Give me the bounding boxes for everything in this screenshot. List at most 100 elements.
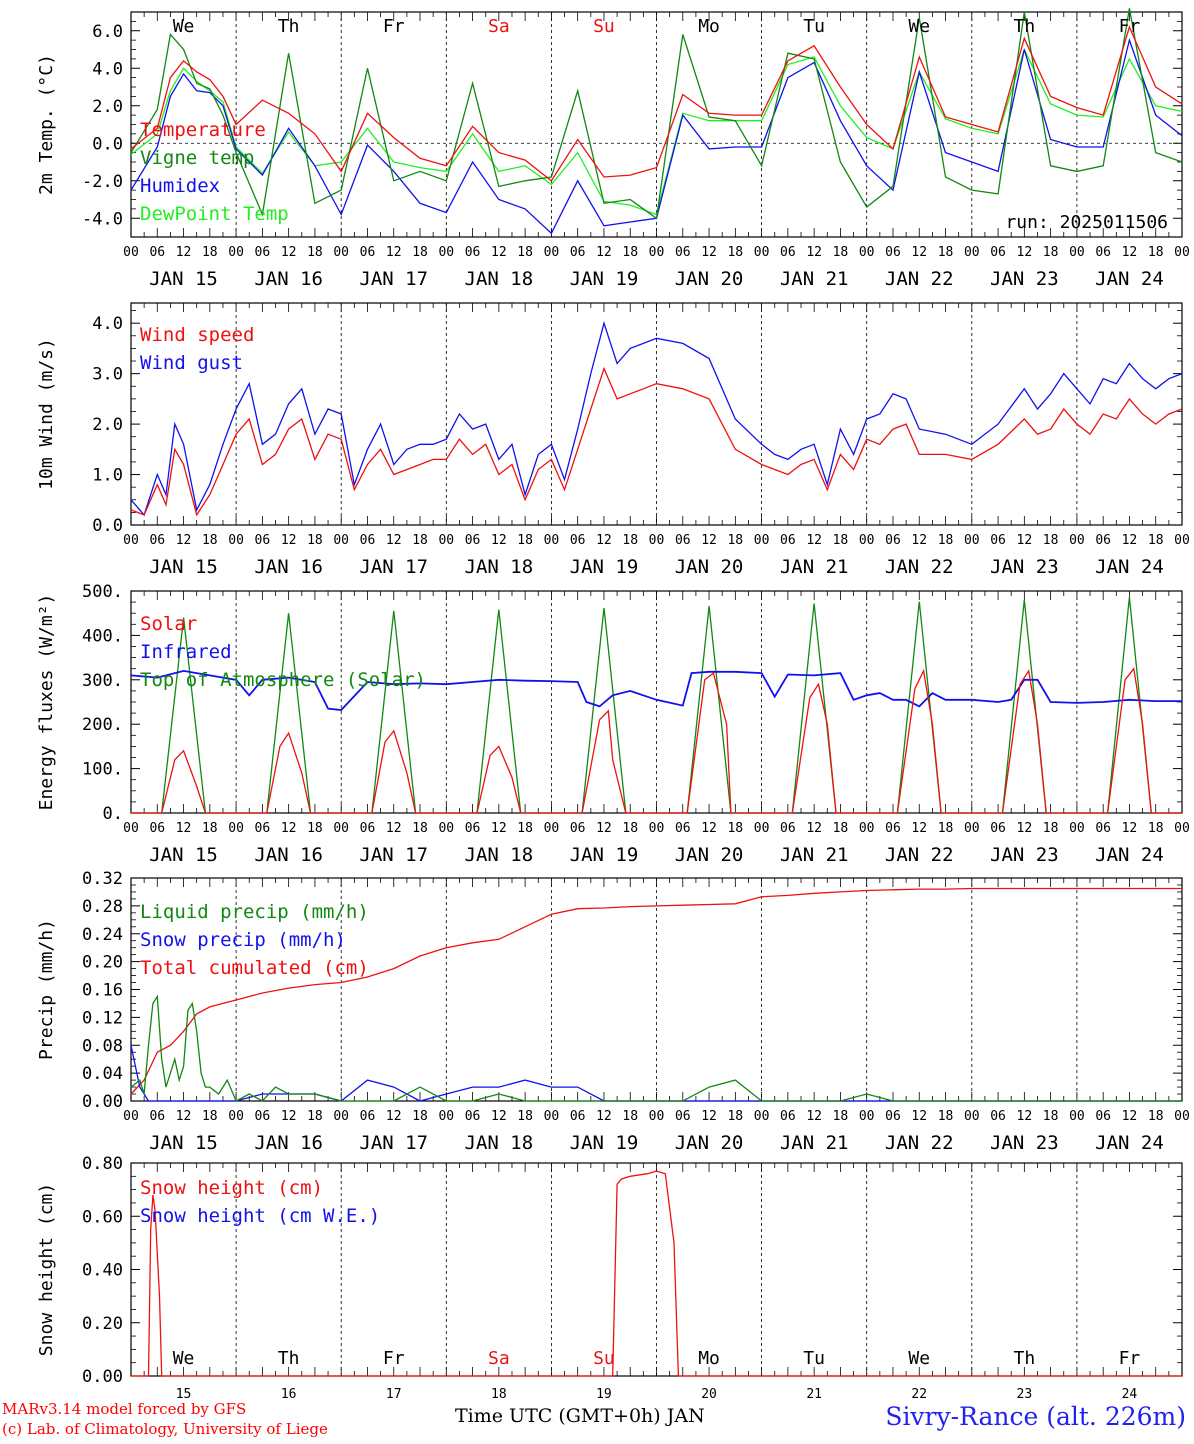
y-tick-label: 2.0 xyxy=(92,97,123,117)
hour-tick-label: 06 xyxy=(780,245,796,260)
legend-entry: Wind speed xyxy=(140,324,254,346)
run-label: run: 2025011506 xyxy=(1005,212,1168,233)
day-label: JAN 17 xyxy=(359,844,428,866)
weekday-label: We xyxy=(908,1348,930,1369)
series-line-humidex xyxy=(130,37,1183,235)
y-tick-label: 4.0 xyxy=(92,59,123,79)
day-label: JAN 16 xyxy=(254,1132,323,1154)
panel-1: -4.0 -2.0 0.0 2.0 4.0 6.0 2m Temp. (°C) Tempera… xyxy=(36,8,1190,290)
weekday-label: Fr xyxy=(1119,16,1141,37)
hour-tick-label: 12 xyxy=(806,1109,822,1124)
hour-tick-label: 12 xyxy=(911,533,927,548)
y-tick-label: 3.0 xyxy=(92,365,123,385)
y-tick-label: 0.16 xyxy=(82,981,123,1001)
hour-tick-label: 18 xyxy=(202,245,218,260)
hour-tick-label: 00 xyxy=(859,1109,875,1124)
hour-tick-label: 00 xyxy=(1174,245,1190,260)
hour-tick-label: 12 xyxy=(1017,821,1033,836)
hour-tick-label: 18 xyxy=(622,821,638,836)
hour-tick-label: 12 xyxy=(281,245,297,260)
hour-tick-label: 00 xyxy=(333,245,349,260)
hour-tick-label: 00 xyxy=(649,533,665,548)
weekday-label: Fr xyxy=(383,1348,405,1369)
weekday-label: Th xyxy=(1014,1348,1036,1369)
weekday-label: We xyxy=(173,1348,195,1369)
hour-tick-label: 06 xyxy=(149,533,165,548)
panel-5: 0.00 0.20 0.40 0.60 0.80 Snow height (cm) Snow… xyxy=(36,1154,1183,1402)
y-tick-label: 1.0 xyxy=(92,466,123,486)
day-label: JAN 21 xyxy=(780,268,849,290)
hour-tick-label: 18 xyxy=(517,245,533,260)
hour-tick-label: 00 xyxy=(438,533,454,548)
y-tick-label: 0.60 xyxy=(82,1207,123,1227)
legend-entry: Humidex xyxy=(140,175,220,197)
day-number-label: 20 xyxy=(701,1387,717,1402)
y-tick-label: 0. xyxy=(103,804,123,824)
day-label: JAN 19 xyxy=(570,1132,639,1154)
y-axis-title: Precip (mm/h) xyxy=(36,919,57,1060)
hour-tick-label: 18 xyxy=(1043,245,1059,260)
day-label: JAN 16 xyxy=(254,268,323,290)
legend-entry: Snow precip (mm/h) xyxy=(140,929,346,951)
day-number-label: 17 xyxy=(386,1387,402,1402)
hour-tick-label: 06 xyxy=(465,1109,481,1124)
hour-tick-label: 18 xyxy=(622,1109,638,1124)
hour-tick-label: 18 xyxy=(412,821,428,836)
hour-tick-label: 12 xyxy=(491,1109,507,1124)
y-tick-label: 0.04 xyxy=(82,1064,123,1084)
legend-entry: Wind gust xyxy=(140,352,243,374)
day-label: JAN 16 xyxy=(254,844,323,866)
hour-tick-label: 12 xyxy=(701,245,717,260)
legend-entry: Liquid precip (mm/h) xyxy=(140,901,369,923)
hour-tick-label: 18 xyxy=(517,821,533,836)
hour-tick-label: 00 xyxy=(964,245,980,260)
hour-tick-label: 06 xyxy=(885,533,901,548)
y-tick-label: 0.24 xyxy=(82,925,123,945)
day-label: JAN 21 xyxy=(780,1132,849,1154)
hour-tick-label: 06 xyxy=(570,821,586,836)
y-tick-label: 6.0 xyxy=(92,22,123,42)
day-label: JAN 20 xyxy=(675,844,744,866)
legend-entry: Total cumulated (cm) xyxy=(140,957,369,979)
hour-tick-label: 12 xyxy=(596,245,612,260)
hour-tick-label: 12 xyxy=(1122,245,1138,260)
hour-tick-label: 00 xyxy=(123,533,139,548)
hour-tick-label: 00 xyxy=(1069,1109,1085,1124)
series-line-dewpoint-temp xyxy=(130,47,1183,216)
weekday-label: Su xyxy=(593,16,615,37)
hour-tick-label: 18 xyxy=(202,533,218,548)
day-label: JAN 18 xyxy=(465,844,534,866)
hour-tick-label: 12 xyxy=(911,821,927,836)
day-label: JAN 15 xyxy=(149,556,218,578)
hour-tick-label: 06 xyxy=(570,533,586,548)
hour-tick-label: 18 xyxy=(202,1109,218,1124)
hour-tick-label: 06 xyxy=(360,1109,376,1124)
hour-tick-label: 12 xyxy=(176,245,192,260)
series-line-infrared xyxy=(130,669,1182,711)
y-tick-label: 300. xyxy=(82,671,123,691)
hour-tick-label: 00 xyxy=(754,1109,770,1124)
day-label: JAN 24 xyxy=(1095,844,1164,866)
hour-tick-label: 18 xyxy=(833,533,849,548)
hour-tick-label: 06 xyxy=(885,245,901,260)
hour-tick-label: 00 xyxy=(123,821,139,836)
series-line-wind-speed xyxy=(130,366,1183,517)
hour-tick-label: 12 xyxy=(806,533,822,548)
day-number-label: 18 xyxy=(491,1387,507,1402)
hour-tick-label: 18 xyxy=(307,245,323,260)
day-label: JAN 15 xyxy=(149,1132,218,1154)
hour-tick-label: 12 xyxy=(1017,1109,1033,1124)
day-label: JAN 24 xyxy=(1095,1132,1164,1154)
hour-tick-label: 18 xyxy=(307,1109,323,1124)
weekday-label: Mo xyxy=(698,16,720,37)
day-label: JAN 21 xyxy=(780,844,849,866)
day-number-label: 22 xyxy=(911,1387,927,1402)
day-label: JAN 23 xyxy=(990,844,1059,866)
hour-tick-label: 00 xyxy=(438,245,454,260)
hour-tick-label: 12 xyxy=(806,245,822,260)
weekday-label: Tu xyxy=(803,16,825,37)
y-tick-label: 0.0 xyxy=(92,134,123,154)
hour-tick-label: 12 xyxy=(281,533,297,548)
day-label: JAN 16 xyxy=(254,556,323,578)
